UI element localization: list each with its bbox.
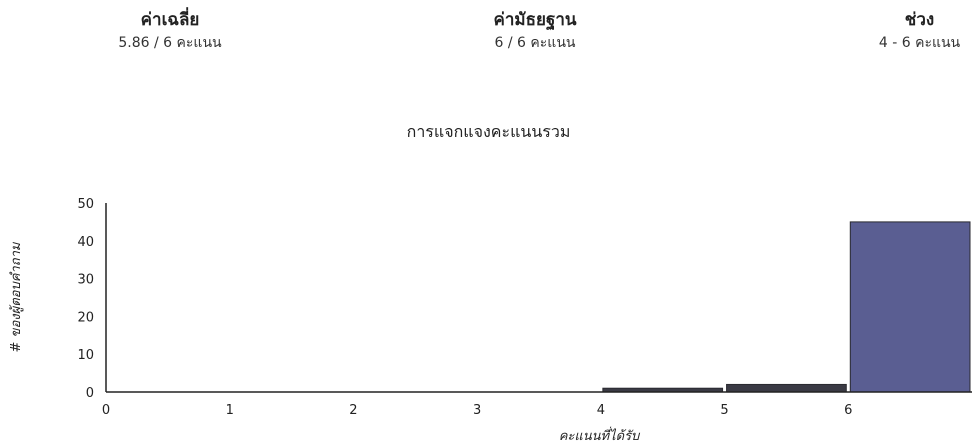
y-tick-label-50: 50 bbox=[77, 197, 94, 212]
stat-mean-value: 5.86 / 6 คะแนน bbox=[118, 35, 222, 51]
y-tick-label-0: 0 bbox=[86, 386, 94, 401]
y-axis-title: # ของผู้ตอบคำถาม bbox=[9, 241, 24, 352]
x-axis-title: คะแนนที่ได้รับ bbox=[559, 426, 641, 444]
y-tick-label-20: 20 bbox=[77, 310, 94, 325]
x-tick-label-1: 1 bbox=[226, 403, 234, 418]
stat-mean-title: ค่าเฉลี่ย bbox=[140, 10, 200, 30]
x-tick-label-4: 4 bbox=[597, 403, 605, 418]
y-tick-label-30: 30 bbox=[77, 273, 94, 288]
x-tick-label-0: 0 bbox=[102, 403, 110, 418]
stat-range: ช่วง 4 - 6 คะแนน bbox=[862, 8, 977, 54]
chart-title: การแจกแจงคะแนนรวม bbox=[406, 122, 571, 141]
x-tick-label-5: 5 bbox=[720, 403, 728, 418]
x-tick-label-2: 2 bbox=[349, 403, 357, 418]
bar-6 bbox=[849, 221, 971, 393]
bar-5 bbox=[726, 383, 847, 393]
stat-range-value: 4 - 6 คะแนน bbox=[878, 35, 961, 51]
stat-median-title: ค่ามัธยฐาน bbox=[493, 10, 577, 30]
y-tick-label-10: 10 bbox=[77, 348, 94, 363]
stat-mean: ค่าเฉลี่ย 5.86 / 6 คะแนน bbox=[90, 8, 250, 54]
x-tick-label-6: 6 bbox=[844, 403, 852, 418]
x-tick-label-3: 3 bbox=[473, 403, 481, 418]
stat-range-title: ช่วง bbox=[904, 10, 935, 30]
stat-median: ค่ามัธยฐาน 6 / 6 คะแนน bbox=[470, 8, 600, 54]
y-tick-label-40: 40 bbox=[77, 235, 94, 250]
stat-median-value: 6 / 6 คะแนน bbox=[494, 35, 576, 51]
